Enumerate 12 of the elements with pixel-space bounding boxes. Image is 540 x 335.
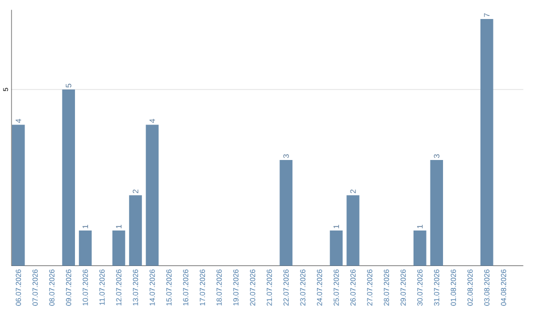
bar: [414, 230, 426, 266]
bar: [480, 19, 494, 266]
bar: [430, 160, 444, 266]
bar: [112, 230, 126, 266]
bar: [280, 160, 292, 266]
bar: [129, 195, 142, 266]
bar: [62, 90, 75, 266]
bar: [12, 124, 25, 266]
bar: [146, 124, 159, 266]
bar: [78, 230, 92, 266]
bar: [346, 195, 360, 266]
bar: [330, 230, 343, 266]
